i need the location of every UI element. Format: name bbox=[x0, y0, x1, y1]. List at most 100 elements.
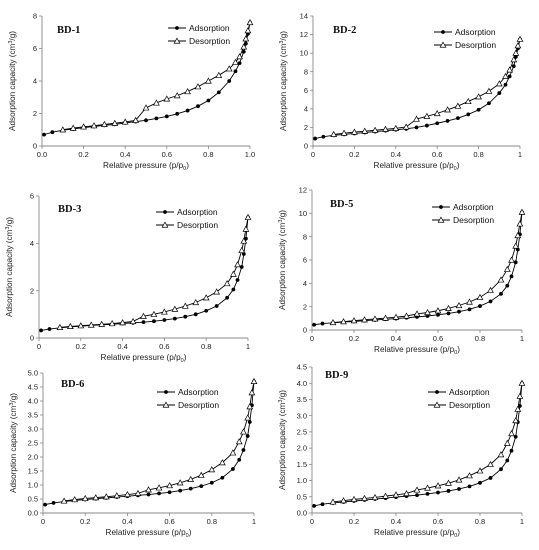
data-point bbox=[320, 321, 325, 326]
legend-label: Adsorption bbox=[455, 27, 496, 37]
data-point bbox=[478, 480, 482, 485]
series-line-adsorption bbox=[45, 381, 255, 506]
data-point bbox=[424, 308, 431, 316]
data-point bbox=[467, 484, 472, 489]
y-tick-label: 0 bbox=[303, 326, 307, 335]
y-tick-label: 10 bbox=[299, 209, 307, 218]
data-point bbox=[231, 467, 235, 471]
data-point bbox=[185, 108, 190, 113]
data-point bbox=[248, 389, 256, 396]
y-tick-label: 2.5 bbox=[28, 439, 38, 448]
data-point bbox=[202, 294, 210, 301]
data-point bbox=[467, 307, 472, 312]
data-point bbox=[382, 492, 389, 499]
series-adsorption bbox=[43, 379, 256, 507]
x-axis-title-subscript: 0 bbox=[181, 358, 184, 364]
y-tick-label: 1.5 bbox=[28, 467, 38, 476]
legend-label: Desorption bbox=[455, 40, 496, 50]
data-point bbox=[218, 459, 226, 466]
x-axis-title-main: Relative pressure (p/p bbox=[374, 528, 455, 537]
data-point bbox=[134, 489, 142, 496]
legend-label: Desorption bbox=[449, 400, 490, 410]
data-point bbox=[239, 265, 244, 269]
data-point bbox=[485, 87, 493, 94]
y-tick-label: 0 bbox=[33, 142, 37, 151]
x-axis-title-subscript: 0 bbox=[454, 350, 457, 356]
x-axis-title-subscript: 0 bbox=[186, 533, 189, 539]
series-line-adsorption bbox=[314, 383, 523, 507]
series-desorption bbox=[329, 208, 526, 326]
data-point bbox=[113, 492, 121, 499]
data-point bbox=[108, 320, 116, 327]
y-tick-label: 6 bbox=[303, 256, 307, 265]
x-tick-label: 0 bbox=[310, 517, 314, 526]
data-point bbox=[132, 116, 139, 123]
data-point bbox=[205, 77, 212, 84]
legend-marker bbox=[163, 210, 167, 214]
series-line-desorption bbox=[333, 39, 521, 135]
data-point bbox=[77, 322, 85, 329]
y-tick-label: 4.0 bbox=[28, 397, 38, 406]
data-point bbox=[434, 307, 442, 314]
data-point bbox=[435, 121, 440, 126]
data-point bbox=[488, 299, 493, 304]
y-axis-title-superscript: 3 bbox=[8, 41, 14, 44]
x-axis-title: Relative pressure (p/p0) bbox=[101, 353, 187, 364]
y-axis-title-superscript: 3 bbox=[278, 220, 284, 223]
data-point bbox=[476, 467, 484, 474]
legend-label: Desorption bbox=[177, 220, 218, 230]
data-point bbox=[111, 119, 119, 126]
y-axis-title-end: /g) bbox=[5, 217, 14, 227]
data-point bbox=[176, 479, 184, 486]
data-point bbox=[71, 496, 79, 503]
data-point bbox=[144, 118, 148, 123]
legend-entry-desorption: Desorption bbox=[432, 215, 494, 225]
data-point bbox=[229, 270, 237, 277]
y-tick-label: 0.0 bbox=[28, 509, 38, 518]
y-tick-label: 6 bbox=[304, 86, 308, 95]
legend-label: Adsorption bbox=[177, 207, 218, 217]
y-tick-label: 3.0 bbox=[28, 425, 38, 434]
data-point bbox=[424, 484, 431, 491]
data-point bbox=[329, 498, 337, 505]
data-point bbox=[242, 225, 250, 232]
data-point bbox=[235, 278, 240, 282]
data-point bbox=[209, 480, 214, 485]
y-tick-label: 12 bbox=[300, 30, 308, 39]
data-point bbox=[457, 309, 461, 314]
x-axis-title-subscript: 0 bbox=[183, 166, 186, 172]
y-tick-label: 4 bbox=[304, 104, 308, 113]
data-point bbox=[445, 304, 452, 312]
y-axis-title-end: /g) bbox=[279, 31, 288, 41]
x-axis-title-main: Relative pressure (p/p bbox=[103, 161, 184, 170]
data-point bbox=[475, 93, 482, 100]
x-tick-label: 0.8 bbox=[475, 334, 485, 343]
legend-entry-desorption: Desorption bbox=[168, 36, 230, 46]
data-point bbox=[487, 460, 494, 467]
x-axis-title-main: Relative pressure (p/p bbox=[106, 528, 187, 537]
data-point bbox=[499, 291, 503, 296]
data-point bbox=[518, 379, 526, 386]
data-point bbox=[312, 503, 316, 508]
data-point bbox=[371, 315, 379, 322]
data-point bbox=[92, 494, 100, 501]
y-axis-title-main: Adsorption capacity (cm bbox=[278, 402, 287, 490]
y-axis-title: Adsorption capacity (cm3/g) bbox=[278, 210, 287, 310]
legend-entry-adsorption: Adsorption bbox=[157, 387, 219, 397]
data-point bbox=[225, 65, 233, 72]
y-tick-label: 0 bbox=[30, 334, 34, 343]
panel-label: BD-3 bbox=[58, 204, 81, 215]
data-point bbox=[505, 283, 510, 288]
x-tick-label: 0.8 bbox=[473, 150, 483, 159]
data-point bbox=[146, 492, 151, 497]
data-point bbox=[213, 288, 221, 295]
data-point bbox=[415, 493, 419, 498]
data-point bbox=[237, 61, 242, 66]
data-point bbox=[413, 310, 421, 317]
data-point bbox=[436, 490, 440, 495]
data-point bbox=[495, 80, 503, 87]
y-tick-label: 2 bbox=[303, 302, 307, 311]
legend-marker bbox=[433, 401, 441, 408]
